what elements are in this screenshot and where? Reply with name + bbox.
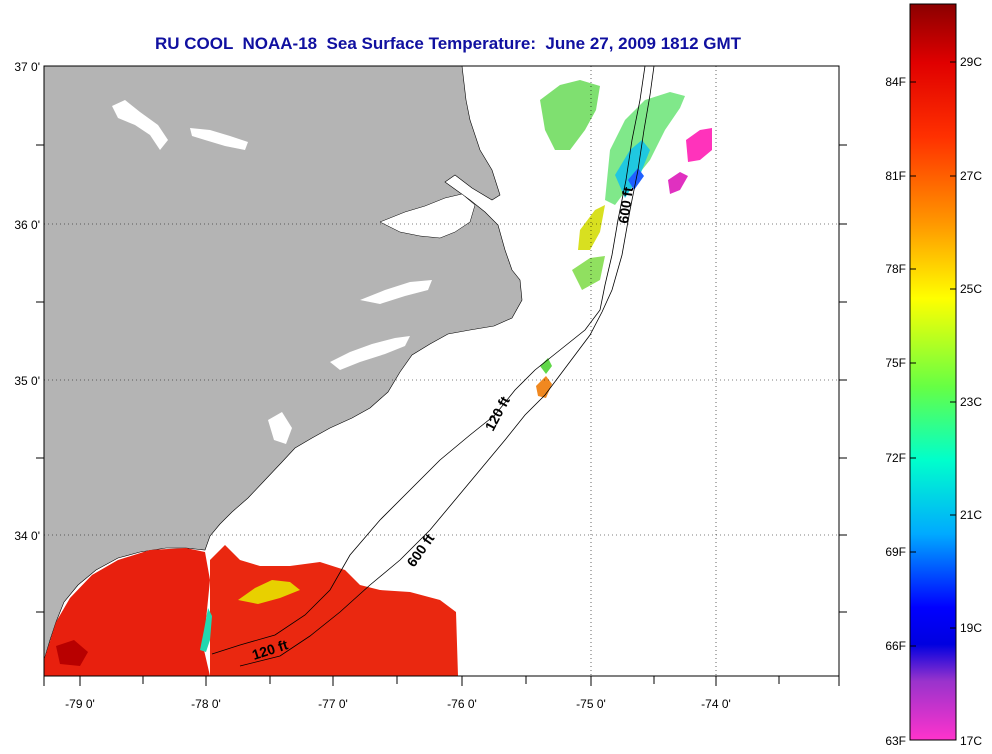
sst-magenta-patch	[686, 128, 712, 162]
axis-ticks	[36, 144, 847, 686]
colorbar-ticks	[910, 61, 956, 647]
lat-tick-36: 36 0'	[14, 218, 40, 232]
contour-label-600ft-north: 600 ft	[615, 186, 636, 225]
cb-f-78: 78F	[885, 262, 906, 276]
contour-600ft	[239, 66, 655, 667]
lon-tick-74: -74 0'	[701, 697, 731, 711]
lat-tick-34: 34 0'	[14, 529, 40, 543]
lon-tick-79: -79 0'	[65, 697, 95, 711]
cb-c-29: 29C	[960, 55, 982, 69]
inland-river	[112, 100, 168, 150]
pamlico-sound	[379, 193, 476, 239]
cb-f-66: 66F	[885, 639, 906, 653]
cb-c-25: 25C	[960, 282, 982, 296]
lat-tick-labels: 37 0' 36 0' 35 0' 34 0'	[14, 60, 40, 543]
map-title: RU COOL NOAA-18 Sea Surface Temperature:…	[154, 34, 742, 53]
lon-tick-labels: -79 0' -78 0' -77 0' -76 0' -75 0' -74 0…	[65, 697, 731, 711]
sst-cool-streak-cyan	[200, 608, 212, 652]
sst-magenta-patch-2	[668, 172, 688, 194]
sst-green-north-1	[540, 80, 600, 150]
sst-cool-plume-yellow	[238, 580, 300, 604]
sst-mid-orange	[536, 376, 552, 398]
cb-c-19: 19C	[960, 621, 982, 635]
plot-border	[43, 65, 840, 677]
cb-c-23: 23C	[960, 395, 982, 409]
inland-river-2	[190, 128, 248, 150]
cb-f-81: 81F	[885, 169, 906, 183]
lon-grid	[590, 66, 717, 676]
pamlico-river	[360, 280, 432, 304]
sst-mid-green	[540, 358, 552, 374]
colorbar	[909, 3, 957, 741]
cb-f-75: 75F	[885, 356, 906, 370]
lon-tick-75: -75 0'	[576, 697, 606, 711]
cb-f-72: 72F	[885, 451, 906, 465]
sst-warm-south	[44, 548, 210, 676]
cb-f-63: 63F	[885, 734, 906, 748]
sst-green-mid	[572, 256, 605, 290]
neuse-river	[330, 336, 410, 370]
sst-warm-patch-darker	[56, 640, 88, 666]
lon-tick-76: -76 0'	[447, 697, 477, 711]
colorbar-fahrenheit-labels: 84F 81F 78F 75F 72F 69F 66F 63F	[885, 75, 906, 748]
sst-yellow-band	[578, 205, 605, 250]
sst-cyan-band	[615, 140, 650, 198]
lon-tick-77: -77 0'	[318, 697, 348, 711]
colorbar-celsius-labels: 29C 27C 25C 23C 21C 19C 17C	[960, 55, 982, 748]
lat-tick-37: 37 0'	[14, 60, 40, 74]
sst-warm-south-2	[210, 545, 458, 676]
cb-f-84: 84F	[885, 75, 906, 89]
lat-tick-35: 35 0'	[14, 374, 40, 388]
cb-f-69: 69F	[885, 545, 906, 559]
cb-c-21: 21C	[960, 508, 982, 522]
contour-120ft	[211, 66, 646, 655]
cb-c-17: 17C	[960, 734, 982, 748]
lat-grid	[44, 223, 839, 536]
lon-tick-78: -78 0'	[191, 697, 221, 711]
cb-c-27: 27C	[960, 169, 982, 183]
cape-fear-estuary	[268, 412, 292, 444]
